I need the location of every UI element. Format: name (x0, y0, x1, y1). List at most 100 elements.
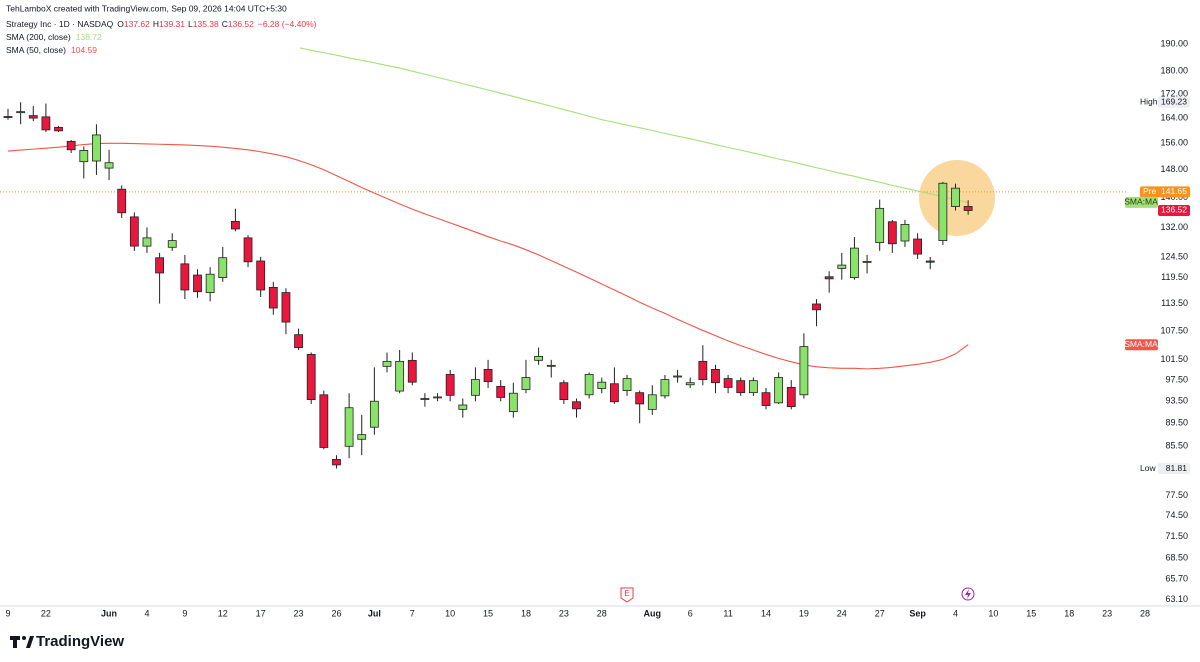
candle-body (306, 354, 316, 401)
candle-body (218, 257, 228, 278)
earnings-icon: E (620, 587, 634, 603)
plot-area (0, 0, 1128, 469)
candle-body (761, 392, 771, 406)
candle-body (698, 360, 708, 380)
ohlc-value: 135.38 (193, 19, 219, 29)
x-tick-label: 28 (1140, 608, 1150, 618)
x-tick-label: 26 (331, 608, 341, 618)
candle-body (205, 273, 215, 293)
candle-body (16, 111, 26, 114)
overlay-tag: SMA:MA (1124, 339, 1158, 349)
y-tick-label: 77.50 (1165, 490, 1188, 500)
x-tick-label: 12 (218, 608, 228, 618)
x-tick-label: 10 (445, 608, 455, 618)
y-tick-label: 124.50 (1160, 251, 1188, 261)
candle-body (748, 380, 758, 394)
candle-body (294, 334, 303, 348)
candle-body (382, 360, 392, 367)
last-price: 136.52 (1161, 205, 1187, 215)
logo-mark (10, 636, 20, 648)
overlay-legend: SMA (50, close) 104.59 (6, 45, 97, 55)
extreme-label: High (1140, 96, 1158, 106)
candle-body (458, 404, 468, 410)
candle-body (92, 134, 101, 162)
candle-body (28, 115, 38, 119)
candle-body (180, 263, 190, 291)
ohlc-letter: L (188, 19, 193, 29)
x-tick-label: Jul (368, 608, 381, 618)
candle-body (963, 206, 973, 211)
y-tick-label: 68.50 (1165, 552, 1188, 562)
candle-body (938, 182, 948, 241)
candle-body (711, 368, 720, 384)
candle-body (887, 221, 897, 245)
y-tick-label: 164.00 (1160, 112, 1188, 122)
x-tick-label: 9 (5, 608, 10, 618)
x-tick-label: 14 (761, 608, 771, 618)
candle-body (369, 400, 379, 428)
candle-body (142, 237, 152, 247)
y-tick-label: 132.00 (1160, 222, 1188, 232)
candle-body (471, 379, 480, 396)
ohlc-value: 137.62 (124, 19, 150, 29)
y-tick-label: 97.50 (1165, 374, 1188, 384)
x-tick-label: 23 (294, 608, 304, 618)
y-tick-label: 89.50 (1165, 418, 1188, 428)
candle-body (445, 374, 455, 396)
credit: TehLamboX created with TradingView.com, … (6, 3, 287, 13)
x-tick-label: 19 (799, 608, 809, 618)
candle-body (837, 264, 847, 269)
y-tick-label: 63.10 (1165, 594, 1188, 604)
symbol: Strategy Inc · 1D · NASDAQ (6, 19, 114, 29)
logo-slash (26, 636, 34, 648)
candle-body (104, 162, 114, 169)
candle-body (79, 150, 89, 163)
candle-body (900, 224, 910, 242)
x-tick-label: 24 (837, 608, 847, 618)
candle-body (660, 379, 670, 397)
candle-body (433, 396, 442, 399)
change: −6.28 (−4.40%) (258, 19, 317, 29)
pre-value: 141.65 (1161, 186, 1187, 196)
candle-body (243, 237, 253, 263)
y-tick-label: 190.00 (1160, 38, 1188, 48)
candle-body (256, 260, 266, 291)
symbol-legend: Strategy Inc · 1D · NASDAQ O137.62 H139.31… (6, 19, 317, 29)
candle-body (521, 377, 531, 390)
candle-body (610, 383, 619, 403)
x-tick-label: 9 (182, 608, 187, 618)
legend-name: SMA (200, close) (6, 32, 71, 42)
candle-body (812, 303, 821, 311)
x-tick-label: Aug (644, 608, 662, 618)
y-tick-label: 172.00 (1160, 88, 1188, 98)
event-bolt (965, 589, 971, 599)
candle-body (395, 360, 405, 392)
candle-body (41, 116, 51, 131)
extreme-value: 169.23 (1161, 96, 1187, 106)
candle-body (774, 377, 784, 404)
candle-body (3, 116, 13, 118)
overlay-tag-box (1125, 196, 1158, 208)
legend-value: 138.72 (76, 32, 102, 42)
x-tick-label: 10 (988, 608, 998, 618)
y-tick-label: 107.50 (1160, 325, 1188, 335)
candle-body (622, 378, 632, 391)
x-tick-label: 15 (483, 608, 493, 618)
candle-body (913, 238, 922, 255)
candle-body (344, 407, 354, 447)
x-tick-label: 4 (144, 608, 149, 618)
candle-body (559, 382, 569, 401)
earnings-label: E (624, 589, 629, 598)
y-tick-label: 156.00 (1160, 138, 1188, 148)
candle-body (736, 380, 746, 394)
candle-body (155, 257, 165, 274)
candle-body (824, 276, 834, 280)
candle-body (117, 188, 127, 214)
y-tick-label: 113.50 (1161, 298, 1188, 308)
x-tick-label: 4 (953, 608, 958, 618)
overlay-legend: SMA (200, close) 138.72 (6, 32, 102, 42)
x-tick-label: 18 (521, 608, 531, 618)
brand-logo: TradingView (10, 633, 124, 650)
